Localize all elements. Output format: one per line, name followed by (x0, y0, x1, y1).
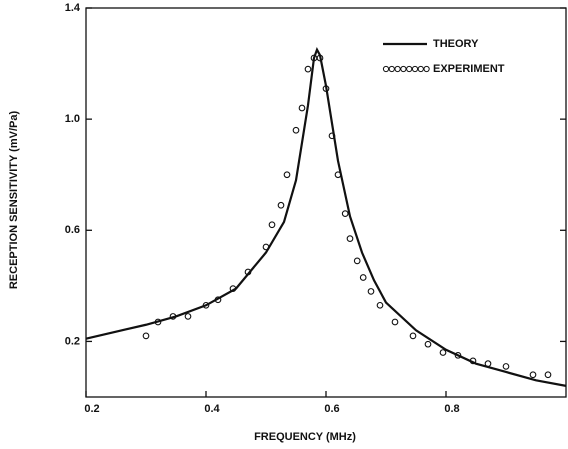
y-tick-label: 1.0 (65, 113, 80, 125)
experiment-point (169, 313, 177, 320)
experiment-point (202, 301, 210, 309)
y-tick-label: 1.4 (65, 2, 81, 14)
legend-marker (417, 65, 424, 73)
experiment-point (502, 363, 510, 370)
legend-marker (388, 65, 395, 73)
experiment-point (244, 268, 252, 276)
x-tick-label: 0.8 (444, 403, 459, 415)
experiment-point (544, 371, 552, 379)
y-tick-label: 0.6 (65, 224, 80, 236)
experiment-point (353, 257, 361, 265)
x-axis-title: FREQUENCY (MHz) (254, 431, 356, 443)
experiment-point (283, 171, 291, 179)
experiment-point (214, 296, 222, 304)
experiment-point (277, 201, 285, 209)
experiment-point (341, 210, 349, 217)
experiment-point (484, 360, 492, 368)
theory-line (85, 46, 567, 387)
experiment-point (367, 288, 375, 295)
experiment-point (469, 357, 477, 365)
experiment-point (334, 171, 342, 179)
experiment-point (391, 318, 399, 326)
experiment-point (229, 285, 237, 292)
legend-marker (394, 65, 401, 73)
experiment-point (304, 65, 312, 73)
y-axis-title: RECEPTION SENSITIVITY (mV/Pa) (8, 111, 20, 290)
experiment-point (346, 235, 354, 242)
x-tick-label: 0.6 (324, 403, 339, 415)
x-tick-label: 0.2 (84, 403, 99, 415)
experiment-point (376, 301, 384, 309)
legend-marker (382, 65, 390, 73)
experiment-point (322, 85, 330, 92)
experiment-point (316, 54, 324, 62)
experiment-point (424, 340, 432, 348)
experiment-point (184, 313, 192, 320)
experiment-point (292, 126, 300, 134)
legend-marker (400, 65, 407, 73)
experiment-point (298, 104, 306, 112)
legend-marker (411, 65, 419, 73)
x-tick-label: 0.4 (204, 403, 220, 415)
experiment-point (328, 132, 336, 140)
y-tick-label: 0.2 (65, 335, 80, 347)
legend-label: THEORY (433, 38, 479, 50)
legend-label: EXPERIMENT (433, 63, 505, 75)
experiment-point (268, 221, 276, 229)
legend-marker (423, 65, 430, 73)
experiment-point (142, 332, 150, 340)
experiment-point (454, 351, 462, 359)
experiment-point (529, 371, 537, 379)
legend-marker (406, 65, 413, 73)
experiment-point (409, 332, 417, 340)
experiment-point (439, 349, 447, 356)
experiment-point (154, 318, 162, 326)
experiment-point (262, 243, 270, 251)
experiment-point (359, 274, 367, 281)
